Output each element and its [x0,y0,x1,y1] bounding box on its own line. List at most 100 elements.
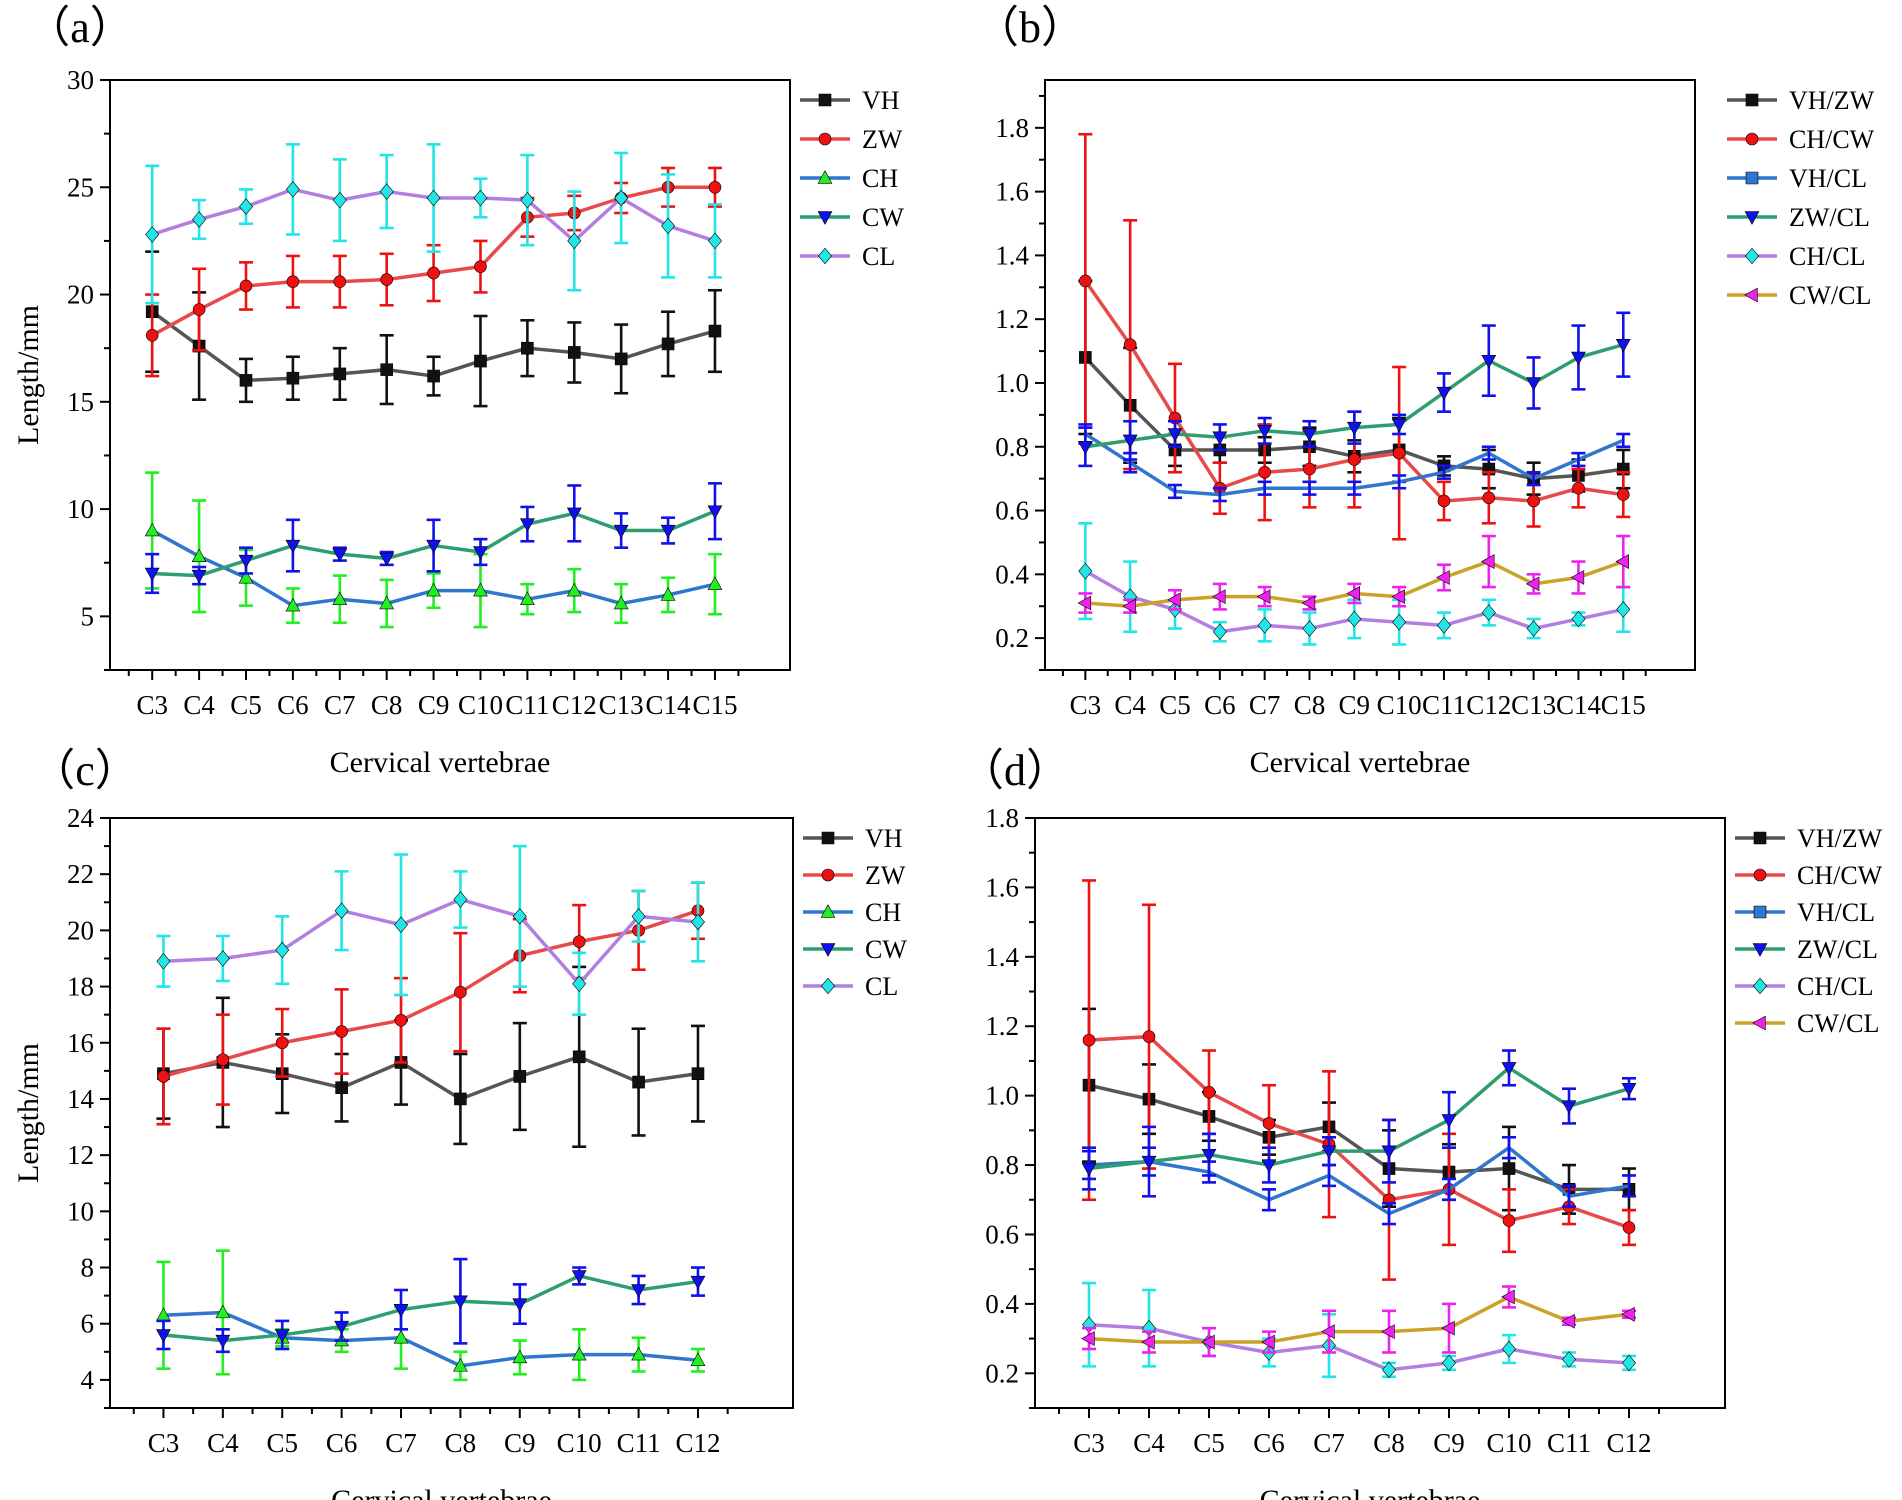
data-point [238,554,254,569]
x-tick-label: C8 [1294,690,1326,720]
data-point [566,507,582,522]
data-point [1562,1351,1576,1368]
data-point [286,371,300,385]
legend-marker [821,831,835,845]
legend-label: CW/CL [1789,281,1871,310]
data-point [1122,598,1136,614]
data-point [1301,595,1316,611]
data-point [1347,610,1362,628]
data-point [473,189,488,207]
legend-label: CH/CW [1797,861,1883,890]
legend-marker [821,977,835,995]
data-point [1392,446,1406,460]
y-tick-label: 0.4 [985,1289,1019,1319]
panel-label-b: （b） [975,3,1085,52]
series-zw [156,881,705,1126]
legend-label: VH/ZW [1797,824,1883,853]
data-point [1167,428,1183,442]
y-tick-label: 4 [81,1365,95,1395]
legend-marker [1753,868,1767,882]
data-point [1571,610,1586,628]
data-point [1321,1324,1335,1340]
data-point [1141,1334,1155,1350]
data-point [145,329,159,342]
legend-label: VH/CL [1797,898,1875,927]
x-tick-label: C4 [207,1428,239,1458]
series-line [163,1055,699,1101]
data-point [426,189,441,207]
data-point [156,953,171,970]
series-ch-cw [1082,879,1636,1281]
data-point [191,548,207,562]
data-point [1348,453,1361,466]
x-tick-label: C10 [557,1428,602,1458]
data-point [632,1075,645,1089]
legend-d: VH/ZW CH/CW VH/CL ZW/CL CH/CL CW/CL [1735,824,1883,1038]
x-tick-label: C6 [277,690,309,720]
series-cw [144,482,723,595]
data-point [1621,1306,1635,1322]
legend-label: CW [862,203,904,232]
data-point [690,913,705,931]
y-tick-label: 24 [67,803,95,833]
data-point [567,346,581,359]
data-point [1437,494,1451,508]
data-point [512,1349,528,1364]
data-point [332,548,348,562]
series-ch-cw [1078,132,1631,541]
series-cw [156,1257,706,1354]
data-point [380,273,393,286]
data-point [1481,604,1496,621]
x-tick-label: C11 [1422,690,1466,720]
data-point [520,191,535,209]
legend-label: ZW/CL [1789,203,1870,232]
data-point [1561,1313,1575,1329]
y-tick-label: 5 [81,601,95,631]
x-tick-label: C5 [230,690,262,720]
series-line [163,1274,699,1343]
data-point [708,180,722,194]
x-tick-label: C13 [599,690,644,720]
x-tick-label: C6 [1253,1428,1285,1458]
data-point [707,505,723,520]
legend-label: CH/CL [1797,972,1874,1001]
x-tick-label: C8 [371,690,403,720]
y-tick-label: 0.6 [985,1219,1019,1249]
data-point [519,518,535,532]
x-axis-title-d: Cervical vertebrae [1260,1484,1481,1500]
data-point [334,1320,350,1335]
data-point [1571,351,1586,366]
x-tick-label: C10 [1486,1428,1531,1458]
data-point [1082,1033,1096,1047]
data-point [192,211,207,228]
data-point [1436,386,1452,401]
x-tick-label: C3 [148,1428,180,1458]
data-point [660,587,676,601]
panel-d: （d） 0.2 0.4 0.6 0.8 1.0 1.2 1.4 1.6 1.8 C3 C4 C5 C6 C7… [960,746,1883,1500]
data-point [453,891,468,908]
y-tick-label: 1.6 [985,872,1019,902]
data-point [1616,601,1631,618]
data-point [1257,617,1272,634]
data-point [1262,1117,1276,1130]
y-tick-label: 1.8 [995,113,1029,143]
data-point [1442,1354,1456,1372]
legend-label: CH [862,164,898,193]
x-tick-label: C9 [504,1428,536,1458]
y-tick-label: 0.8 [995,432,1029,462]
x-axis-title-c: Cervical vertebrae [331,1484,552,1500]
data-point [1481,354,1497,369]
data-point [156,1329,171,1343]
data-point [571,1346,587,1361]
x-axis-title-b: Cervical vertebrae [1250,746,1471,779]
panel-b: （b） 0.2 0.4 0.6 0.8 1.0 1.2 1.4 1.6 1.8 C3 C4 C5 C6 C7… [975,3,1875,779]
legend-label: VH/ZW [1789,86,1875,115]
x-tick-label: C15 [1601,690,1646,720]
y-tick-label: 0.2 [985,1358,1019,1388]
data-point [379,552,395,567]
y-tick-label: 0.2 [995,623,1029,653]
legend-label: ZW/CL [1797,935,1878,964]
x-tick-label: C10 [458,690,503,720]
data-point [453,1295,468,1310]
